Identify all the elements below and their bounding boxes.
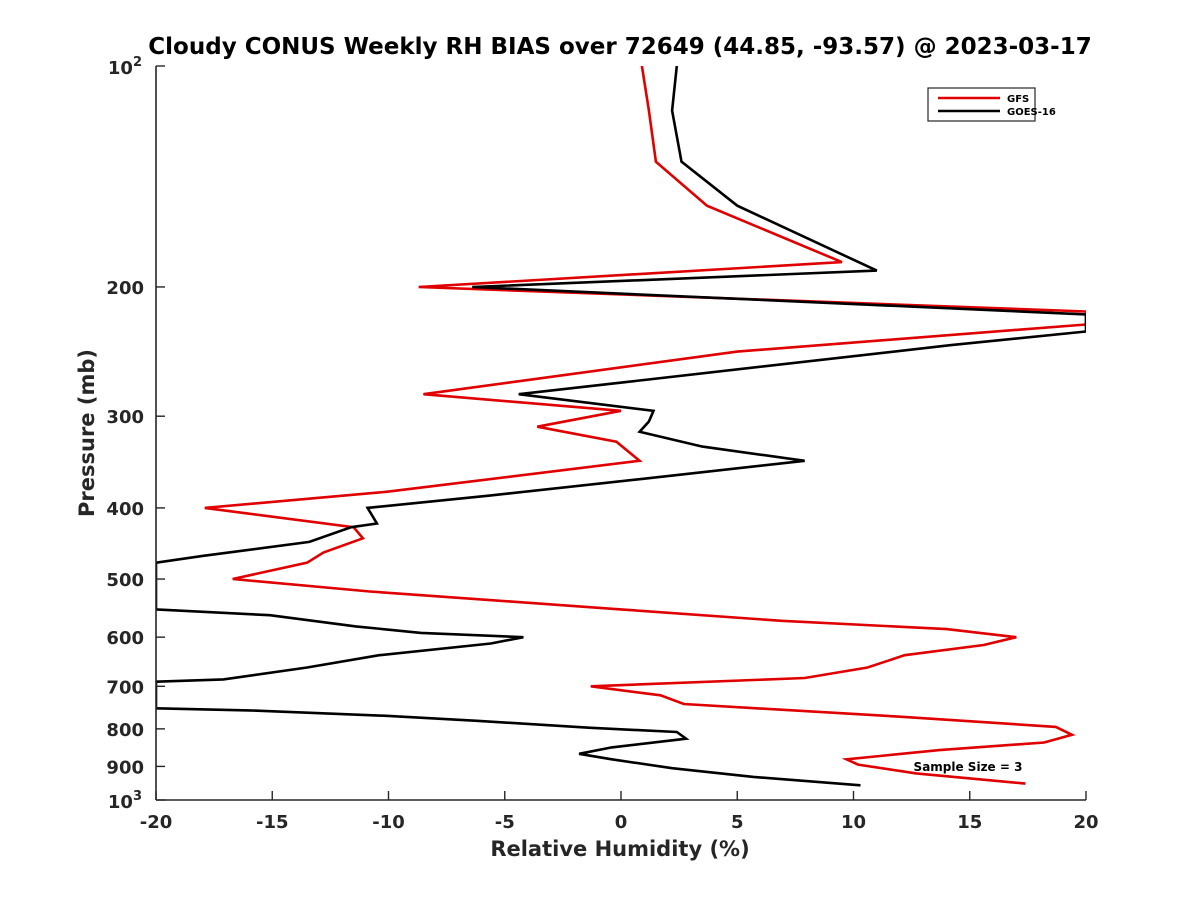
- y-tick-label: 400: [106, 499, 144, 520]
- y-tick-label: 700: [106, 677, 144, 698]
- legend: GFS GOES-16: [927, 87, 1056, 122]
- x-axis-label: Relative Humidity (%): [490, 837, 749, 861]
- y-tick-label: 900: [106, 757, 144, 778]
- y-tick-label: 300: [106, 407, 144, 428]
- y-tick-label: 102: [108, 55, 142, 79]
- x-tick-label: -20: [140, 812, 173, 833]
- x-tick-label: 10: [841, 812, 866, 833]
- legend-entry: GOES-16: [1007, 107, 1056, 118]
- x-tick-label: -15: [256, 812, 289, 833]
- y-tick-label: 500: [106, 570, 144, 591]
- y-tick-label: 103: [108, 789, 142, 813]
- chart-title: Cloudy CONUS Weekly RH BIAS over 72649 (…: [148, 34, 1091, 60]
- x-tick-label: 5: [731, 812, 744, 833]
- y-tick-label: 200: [106, 278, 144, 299]
- sample-size-annotation: Sample Size = 3: [914, 760, 1023, 774]
- y-axis-label: Pressure (mb): [75, 349, 99, 517]
- legend-entry: GFS: [1007, 94, 1029, 105]
- x-tick-label: -5: [495, 812, 515, 833]
- axes: -20 -15 -10 -5 0 5 10 15 20 102 200 300 400 500 600 700…: [106, 55, 1098, 833]
- x-tick-label: 20: [1073, 812, 1098, 833]
- x-tick-label: 15: [957, 812, 982, 833]
- legend-box: [927, 87, 1036, 122]
- series-line-gfs: [204, 66, 1086, 785]
- series-layer: [156, 66, 1086, 787]
- x-tick-label: -10: [372, 812, 405, 833]
- y-tick-label: 600: [106, 628, 144, 649]
- series-line-goes16: [156, 66, 1086, 787]
- x-tick-label: 0: [615, 812, 628, 833]
- y-tick-label: 800: [106, 720, 144, 741]
